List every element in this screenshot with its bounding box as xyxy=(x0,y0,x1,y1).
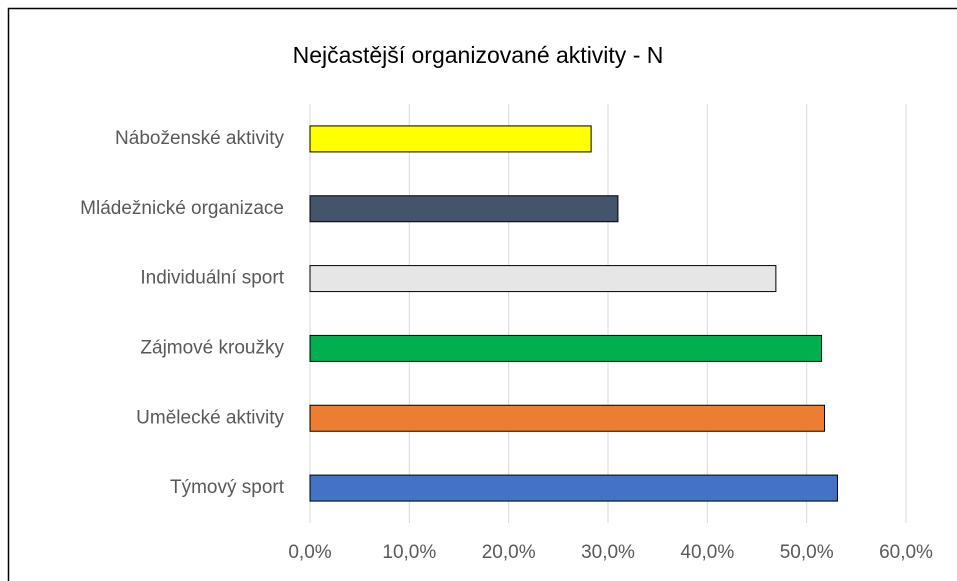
bar xyxy=(309,265,777,293)
x-tick-label: 60,0% xyxy=(879,542,933,563)
y-tick-label: Týmový sport xyxy=(170,477,285,498)
y-tick-label: Individuální sport xyxy=(140,268,284,289)
x-tick-label: 50,0% xyxy=(780,542,834,563)
y-tick-label: Mládežnické organizace xyxy=(80,198,284,219)
x-tick-label: 20,0% xyxy=(482,542,536,563)
x-tick-label: 0,0% xyxy=(288,542,331,563)
y-tick-label: Náboženské aktivity xyxy=(115,128,284,149)
x-tick-label: 10,0% xyxy=(382,542,436,563)
bar xyxy=(309,125,592,153)
chart-title: Nejčastější organizované aktivity - N xyxy=(293,42,664,68)
bar xyxy=(309,334,823,362)
y-tick-label: Zájmové kroužky xyxy=(140,337,284,358)
bar xyxy=(309,195,619,223)
bar xyxy=(309,474,838,502)
x-tick-label: 40,0% xyxy=(680,542,734,563)
bar xyxy=(309,404,826,432)
x-tick-label: 30,0% xyxy=(581,542,635,563)
y-tick-label: Umělecké aktivity xyxy=(136,407,284,428)
